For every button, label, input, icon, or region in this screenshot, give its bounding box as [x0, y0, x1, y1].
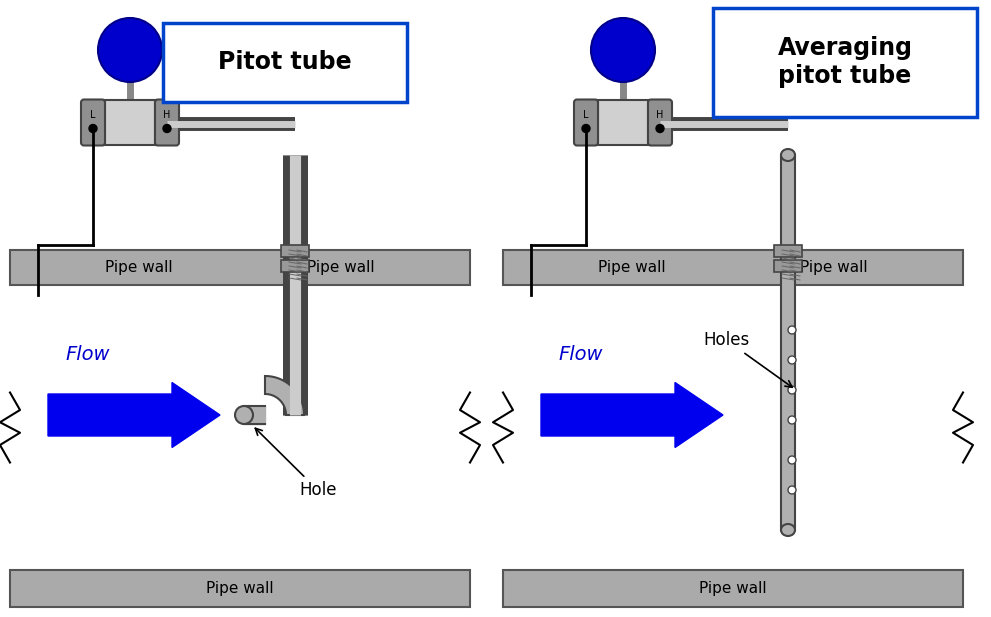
Circle shape [788, 416, 796, 424]
Text: Averaging
pitot tube: Averaging pitot tube [778, 36, 913, 88]
Circle shape [89, 125, 97, 133]
Circle shape [163, 125, 171, 133]
Ellipse shape [235, 406, 253, 424]
Circle shape [591, 18, 655, 82]
Text: Holes: Holes [703, 331, 792, 387]
FancyBboxPatch shape [81, 99, 105, 146]
Text: H: H [656, 109, 664, 120]
Circle shape [788, 356, 796, 364]
FancyBboxPatch shape [155, 99, 179, 146]
Text: Flow: Flow [558, 346, 603, 365]
Circle shape [788, 456, 796, 464]
Circle shape [656, 125, 664, 133]
FancyArrow shape [48, 383, 220, 447]
Text: L: L [90, 109, 96, 120]
Bar [774, 260, 802, 272]
Text: Pitot tube: Pitot tube [218, 50, 352, 74]
Bar [105, 100, 155, 145]
Circle shape [788, 386, 796, 394]
Text: Flow: Flow [65, 346, 109, 365]
Ellipse shape [781, 149, 795, 161]
Ellipse shape [781, 524, 795, 536]
FancyBboxPatch shape [648, 99, 672, 146]
Bar [774, 245, 802, 257]
Text: L: L [584, 109, 589, 120]
Circle shape [98, 18, 162, 82]
Text: Pipe wall: Pipe wall [598, 260, 666, 275]
Circle shape [788, 326, 796, 334]
Bar [503, 570, 963, 607]
FancyBboxPatch shape [574, 99, 598, 146]
Text: Pipe wall: Pipe wall [307, 260, 375, 275]
Bar [281, 260, 309, 272]
Bar [10, 570, 470, 607]
FancyBboxPatch shape [713, 8, 977, 117]
Bar [598, 100, 648, 145]
Text: Pipe wall: Pipe wall [206, 581, 274, 596]
Bar [10, 250, 470, 285]
Text: Pipe wall: Pipe wall [105, 260, 172, 275]
Bar [781, 155, 795, 530]
Bar [503, 250, 963, 285]
FancyArrow shape [541, 383, 723, 447]
FancyBboxPatch shape [163, 23, 407, 102]
Text: Pipe wall: Pipe wall [801, 260, 868, 275]
Text: Pipe wall: Pipe wall [700, 581, 767, 596]
Bar [281, 245, 309, 257]
Circle shape [788, 486, 796, 494]
Circle shape [582, 125, 590, 133]
Text: Hole: Hole [256, 428, 337, 499]
Text: H: H [164, 109, 170, 120]
Polygon shape [265, 376, 304, 415]
